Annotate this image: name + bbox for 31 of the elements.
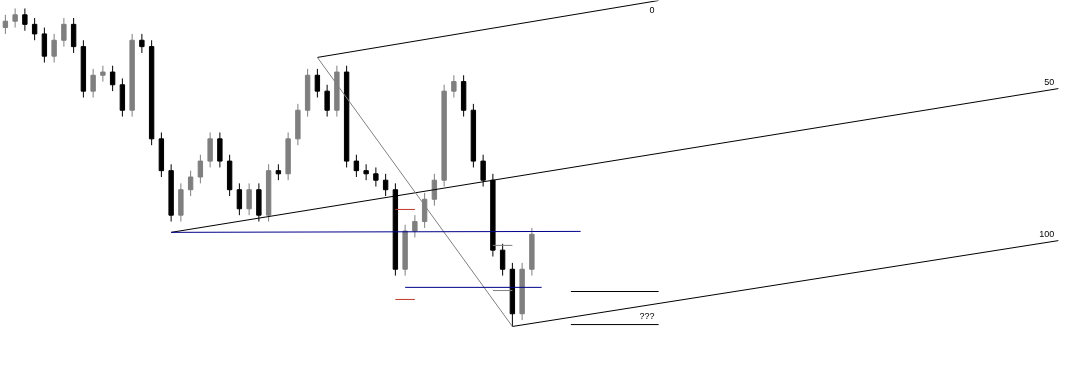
candlestick [353,154,360,178]
candlestick [363,163,369,181]
candlestick [412,214,418,238]
candlestick [236,182,243,216]
series-label: ??? [639,310,655,321]
candlestick [324,84,330,118]
candlestick [12,7,18,29]
candlestick [314,68,321,98]
candlestick [41,27,48,64]
candlestick [217,131,223,168]
series-label: 0 [649,4,655,15]
candlestick [61,17,67,48]
candlestick [139,33,145,54]
series-label: 100 [1039,228,1055,239]
candlestick [480,154,486,188]
candlestick [499,243,506,277]
candlestick [100,65,106,83]
candlestick [197,154,204,184]
candlestick [31,17,38,41]
candlestick [22,7,28,32]
series-label: 50 [1044,76,1055,87]
candlestick [373,166,379,188]
candlestick [451,74,457,98]
candlestick [187,170,194,197]
candlestick [2,14,9,35]
candlestick [90,68,96,98]
candlestick [51,33,57,64]
candlestick [70,17,77,54]
candlestick [246,182,252,216]
candlestick [207,131,213,168]
candlestick [109,65,116,92]
